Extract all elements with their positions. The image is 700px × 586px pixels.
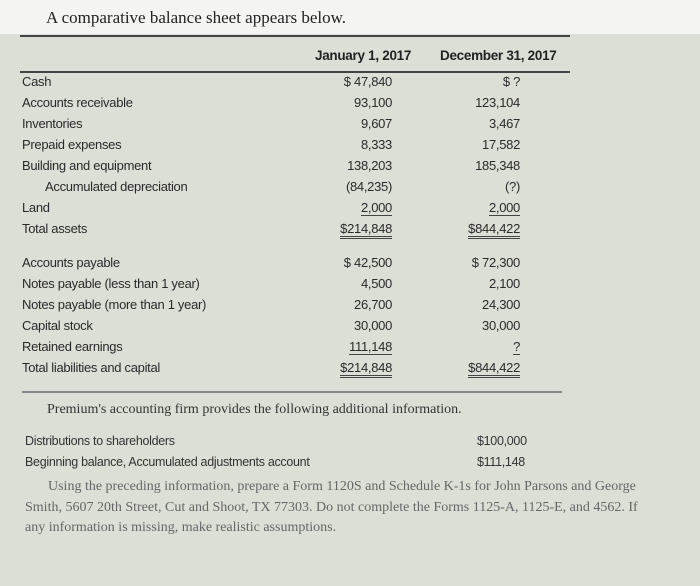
jan-value: 138,203 xyxy=(347,158,392,173)
dec-value: 2,000 xyxy=(488,200,520,216)
column-header-dec: December 31, 2017 xyxy=(440,48,557,63)
dec-value: ? xyxy=(513,339,520,355)
divider xyxy=(20,35,570,37)
instructions: Using the preceding information, prepare… xyxy=(25,479,638,535)
row-label: Accounts payable xyxy=(22,255,120,270)
table-row: Prepaid expenses 8,333 17,582 xyxy=(22,137,542,157)
column-header-jan: January 1, 2017 xyxy=(315,48,412,63)
table-row: Inventories 9,607 3,467 xyxy=(22,116,542,136)
table-row: Building and equipment 138,203 185,348 xyxy=(22,158,542,178)
row-label: Prepaid expenses xyxy=(22,137,122,152)
dec-value: $844,422 xyxy=(468,360,520,378)
dec-value: $ 72,300 xyxy=(471,255,521,270)
divider xyxy=(20,71,570,73)
page-top xyxy=(0,0,700,34)
dec-value: (?) xyxy=(505,179,520,194)
row-label: Notes payable (more than 1 year) xyxy=(22,297,207,312)
question-title: A comparative balance sheet appears belo… xyxy=(46,8,347,27)
dec-value: 123,104 xyxy=(475,95,520,110)
row-label: Capital stock xyxy=(22,318,93,333)
jan-value: $214,848 xyxy=(340,360,392,378)
dec-value: 2,100 xyxy=(488,276,520,291)
row-label: Building and equipment xyxy=(22,158,152,173)
table-row: Capital stock 30,000 30,000 xyxy=(22,318,542,338)
table-row: Accounts receivable 93,100 123,104 xyxy=(22,95,542,115)
row-label: Inventories xyxy=(22,116,83,131)
table-row: Accumulated depreciation (84,235) (?) xyxy=(22,179,542,199)
table-row: Accounts payable $ 42,500 $ 72,300 xyxy=(22,255,542,275)
table-row: Total liabilities and capital $214,848 $84… xyxy=(22,360,542,380)
jan-value: 4,500 xyxy=(360,276,392,291)
dec-value: 24,300 xyxy=(482,297,520,312)
table-row: Notes payable (more than 1 year) 26,700 24… xyxy=(22,297,542,317)
row-label: Notes payable (less than 1 year) xyxy=(22,276,200,291)
row-label: Land xyxy=(22,200,50,215)
additional-label: Beginning balance, Accumulated adjustmen… xyxy=(25,455,310,469)
additional-label: Distributions to shareholders xyxy=(25,434,175,448)
row-label: Accounts receivable xyxy=(22,95,133,110)
dec-value: 30,000 xyxy=(482,318,520,333)
additional-value: $100,000 xyxy=(477,434,527,448)
table-row: Land 2,000 2,000 xyxy=(22,200,542,220)
dec-value: $ ? xyxy=(502,74,520,89)
table-row: Cash $ 47,840 $ ? xyxy=(22,74,542,94)
jan-value: 30,000 xyxy=(354,318,392,333)
additional-value: $111,148 xyxy=(477,455,525,469)
row-label: Accumulated depreciation xyxy=(45,179,188,194)
jan-value: 93,100 xyxy=(354,95,392,110)
jan-value: $ 42,500 xyxy=(343,255,393,270)
jan-value: $214,848 xyxy=(340,221,392,239)
row-label: Retained earnings xyxy=(22,339,123,354)
additional-intro: Premium's accounting firm provides the f… xyxy=(47,402,462,417)
jan-value: 9,607 xyxy=(360,116,392,131)
jan-value: $ 47,840 xyxy=(343,74,393,89)
jan-value: 111,148 xyxy=(349,339,392,355)
jan-value: 2,000 xyxy=(360,200,392,216)
table-row: Notes payable (less than 1 year) 4,500 2,1… xyxy=(22,276,542,296)
divider xyxy=(22,391,562,393)
row-label: Total assets xyxy=(22,221,88,236)
dec-value: $844,422 xyxy=(468,221,520,239)
dec-value: 185,348 xyxy=(475,158,520,173)
table-row: Retained earnings 111,148? xyxy=(22,339,542,359)
row-label: Cash xyxy=(22,74,52,89)
dec-value: 17,582 xyxy=(482,137,520,152)
table-row: Total assets $214,848 $844,422 xyxy=(22,221,542,241)
jan-value: 8,333 xyxy=(360,137,392,152)
jan-value: 26,700 xyxy=(354,297,392,312)
row-label: Total liabilities and capital xyxy=(22,360,160,375)
dec-value: 3,467 xyxy=(488,116,520,131)
jan-value: (84,235) xyxy=(345,179,392,194)
